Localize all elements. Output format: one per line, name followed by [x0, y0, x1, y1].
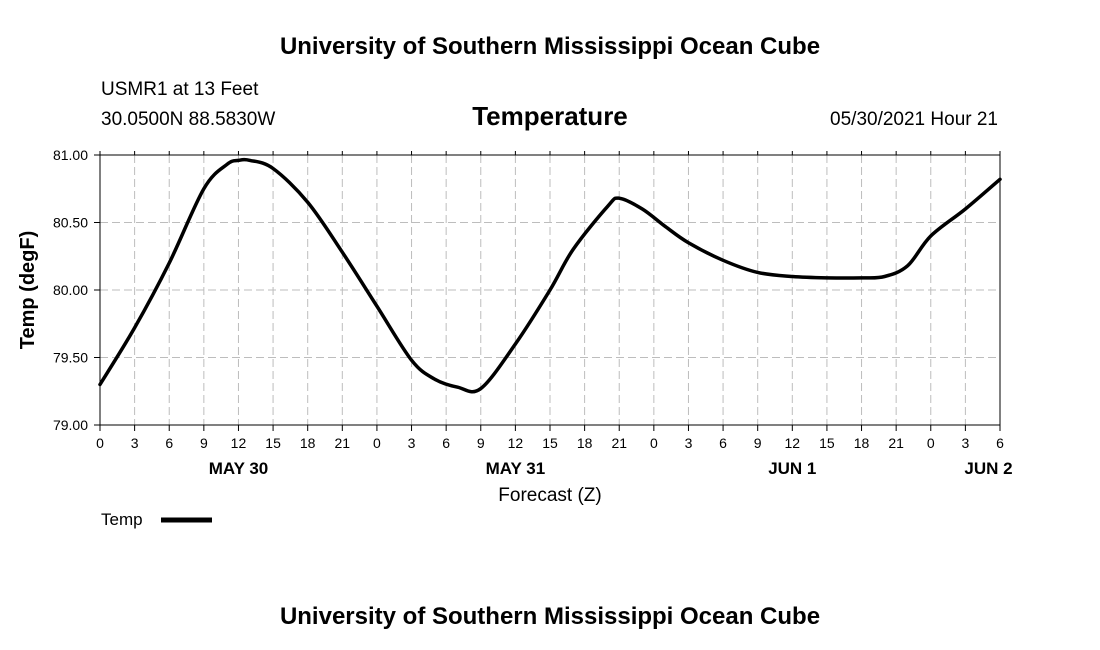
main-title: University of Southern Mississippi Ocean…	[280, 33, 820, 60]
x-tick-label: 12	[785, 435, 801, 451]
variable-title: Temperature	[472, 101, 628, 131]
date-label: JUN 2	[964, 459, 1012, 478]
x-tick-label: 6	[165, 435, 173, 451]
x-tick-label: 15	[819, 435, 835, 451]
series-group	[98, 157, 1002, 394]
x-tick-label: 9	[477, 435, 485, 451]
x-tick-label: 0	[373, 435, 381, 451]
x-tick-label: 3	[408, 435, 416, 451]
x-tick-label: 6	[996, 435, 1004, 451]
series-line-temp	[98, 157, 1002, 394]
x-tick-label: 18	[300, 435, 316, 451]
station-label: USMR1 at 13 Feet	[101, 79, 259, 100]
legend: Temp	[101, 510, 212, 529]
axis-ticks	[94, 151, 1001, 431]
date-labels: MAY 30 MAY 31 JUN 1 JUN 2	[209, 459, 1013, 478]
x-tick-label: 0	[927, 435, 935, 451]
y-tick-labels: 79.00 79.50 80.00 80.50 81.00	[53, 147, 88, 433]
x-tick-label: 18	[577, 435, 593, 451]
y-tick-label: 80.00	[53, 282, 88, 298]
coordinates-label: 30.0500N 88.5830W	[101, 109, 275, 130]
x-tick-label: 21	[888, 435, 904, 451]
y-axis-title: Temp (degF)	[17, 231, 39, 350]
x-axis-title: Forecast (Z)	[498, 485, 601, 506]
x-tick-label: 21	[335, 435, 351, 451]
x-tick-label: 3	[685, 435, 693, 451]
date-label: MAY 31	[486, 459, 546, 478]
y-tick-label: 79.00	[53, 417, 88, 433]
x-tick-label: 0	[96, 435, 104, 451]
x-tick-label: 21	[611, 435, 627, 451]
x-tick-label: 12	[231, 435, 247, 451]
x-tick-label: 15	[542, 435, 558, 451]
x-tick-label: 0	[650, 435, 658, 451]
date-label: MAY 30	[209, 459, 269, 478]
y-tick-label: 81.00	[53, 147, 88, 163]
x-tick-label: 18	[854, 435, 870, 451]
footer-title: University of Southern Mississippi Ocean…	[280, 603, 820, 630]
legend-label: Temp	[101, 510, 143, 529]
x-tick-label: 15	[265, 435, 281, 451]
x-tick-label: 12	[508, 435, 524, 451]
y-tick-label: 80.50	[53, 215, 88, 231]
x-tick-label: 6	[442, 435, 450, 451]
x-tick-label: 3	[131, 435, 139, 451]
timestamp-label: 05/30/2021 Hour 21	[830, 109, 998, 130]
x-tick-label: 9	[200, 435, 208, 451]
plot-frame	[99, 154, 1001, 426]
x-tick-labels: 0 3 6 9 12 15 18 21 0 3 6 9 12 15 18 21 0 3 6 9 12 15 18 21 0 3 6	[96, 435, 1004, 451]
x-tick-label: 6	[719, 435, 727, 451]
grid-lines	[100, 155, 1000, 425]
x-tick-label: 9	[754, 435, 762, 451]
x-tick-label: 3	[961, 435, 969, 451]
date-label: JUN 1	[768, 459, 816, 478]
y-tick-label: 79.50	[53, 350, 88, 366]
